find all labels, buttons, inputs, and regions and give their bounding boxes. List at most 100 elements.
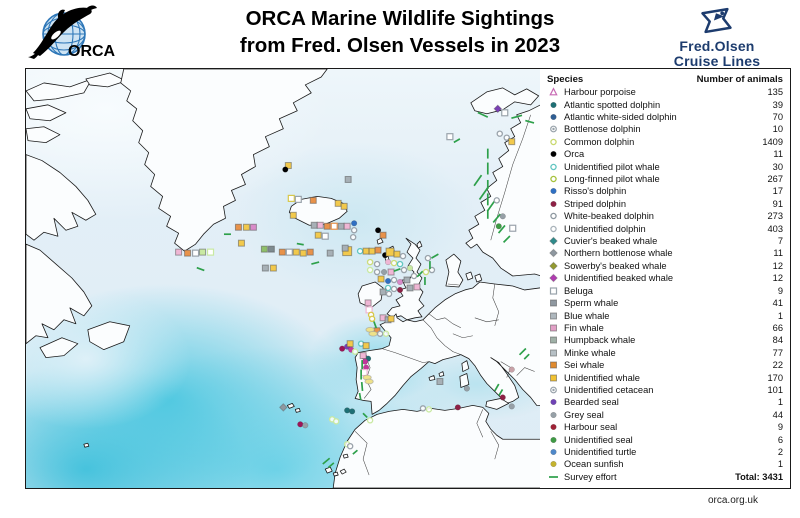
species-label: Unidentified beaked whale [564, 273, 674, 284]
survey-effort-line [393, 268, 401, 273]
survey-effort-line [327, 462, 335, 468]
sighting-marker [337, 222, 345, 230]
sighting-marker [356, 247, 364, 255]
species-marker-icon [547, 298, 559, 308]
species-label: Northern bottlenose whale [564, 248, 673, 259]
map-frame: Species Number of animals Harbour porpoi… [25, 68, 791, 489]
species-marker-icon [547, 236, 559, 246]
sighting-marker [282, 166, 289, 173]
species-marker-icon [547, 248, 559, 258]
species-count: 12 [772, 260, 783, 271]
species-marker-icon [547, 385, 559, 395]
legend-row: Atlantic spotted dolphin 39 [547, 98, 783, 110]
sighting-marker [366, 417, 374, 424]
legend-row: White-beaked dolphin 273 [547, 210, 783, 222]
sighting-marker [184, 249, 192, 257]
sighting-marker [341, 244, 349, 252]
survey-effort-line [322, 457, 331, 465]
species-count: 22 [772, 360, 783, 371]
species-marker-icon [547, 286, 559, 296]
species-label: Unidentified dolphin [564, 223, 646, 234]
survey-effort-line [523, 353, 530, 360]
legend-row: Fin whale 66 [547, 322, 783, 334]
orca-logo: ORCA [26, 4, 144, 64]
species-count: 84 [772, 335, 783, 346]
species-label: Fin whale [564, 322, 604, 333]
orca-logo-graphic: ORCA [28, 5, 116, 60]
sighting-markers [175, 104, 535, 468]
sighting-marker [508, 366, 515, 373]
sighting-marker [496, 130, 504, 137]
sighting-marker [419, 405, 427, 412]
sighting-marker [323, 222, 331, 230]
species-count: 39 [772, 99, 783, 110]
survey-effort-line [311, 261, 320, 265]
sighting-marker [406, 284, 414, 292]
sighting-marker [508, 138, 516, 146]
fred-olsen-logo: Fred.Olsen Cruise Lines [652, 6, 782, 69]
species-label: Atlantic white-sided dolphin [564, 112, 677, 123]
sighting-marker [384, 284, 392, 292]
sighting-marker [278, 403, 288, 412]
sighting-marker [199, 248, 207, 256]
legend-row: Common dolphin 1409 [547, 136, 783, 148]
sighting-marker [413, 283, 421, 291]
sighting-marker [340, 202, 348, 210]
website-url: orca.org.uk [707, 495, 758, 506]
sighting-marker [422, 268, 430, 276]
sighting-marker [309, 196, 317, 204]
sighting-marker [396, 260, 404, 268]
sighting-marker [403, 276, 411, 284]
sighting-marker [334, 199, 342, 207]
sighting-marker [379, 231, 387, 239]
species-label: Striped dolphin [564, 198, 627, 209]
species-marker-icon [547, 311, 559, 321]
sighting-marker [509, 224, 517, 232]
species-label: Harbour porpoise [564, 87, 636, 98]
species-label: Blue whale [564, 310, 610, 321]
sighting-marker [368, 330, 378, 337]
species-count: 403 [767, 223, 783, 234]
species-marker-icon [547, 87, 559, 97]
total-count: Total: 3431 [735, 471, 783, 482]
sighting-marker [406, 265, 414, 272]
page-title: ORCA Marine Wildlife Sightings from Fred… [150, 5, 650, 59]
legend-header: Species Number of animals [547, 72, 783, 86]
sighting-marker [390, 285, 398, 293]
sighting-marker [390, 259, 398, 267]
survey-effort-line [362, 412, 368, 419]
legend-row: Bearded seal 1 [547, 396, 783, 408]
sighting-marker [269, 264, 277, 272]
survey-effort-line [358, 392, 362, 401]
legend-row: Unidentified dolphin 403 [547, 222, 783, 234]
species-count: 12 [772, 273, 783, 284]
sighting-marker [368, 247, 376, 255]
legend-row: Harbour seal 9 [547, 421, 783, 433]
species-label: Unidentified turtle [564, 446, 637, 457]
species-marker-icon [547, 335, 559, 345]
sighting-marker [385, 277, 392, 285]
species-count: 11 [773, 149, 783, 160]
survey-effort-line [497, 224, 506, 234]
fred-olsen-name-line1: Fred.Olsen [679, 38, 755, 54]
sighting-marker [339, 345, 346, 352]
species-count: 6 [777, 434, 783, 445]
sighting-marker [175, 248, 183, 256]
survey-effort-line [511, 114, 523, 120]
survey-effort-line [352, 449, 358, 455]
legend-row: Unidentified seal 6 [547, 433, 783, 445]
sighting-marker [294, 195, 302, 203]
species-marker-icon [547, 186, 559, 196]
sighting-marker [344, 407, 351, 414]
sighting-marker [368, 315, 376, 323]
legend-row: Harbour porpoise 135 [547, 86, 783, 98]
species-marker-icon [547, 472, 559, 482]
survey-effort-line [525, 119, 535, 124]
sighting-marker [206, 248, 215, 256]
sighting-marker [362, 342, 370, 350]
species-count: 1 [777, 459, 783, 470]
sighting-marker [499, 394, 506, 401]
legend-rows: Harbour porpoise 135 Atlantic spotted dolp… [547, 86, 783, 483]
species-label: Atlantic spotted dolphin [564, 99, 661, 110]
